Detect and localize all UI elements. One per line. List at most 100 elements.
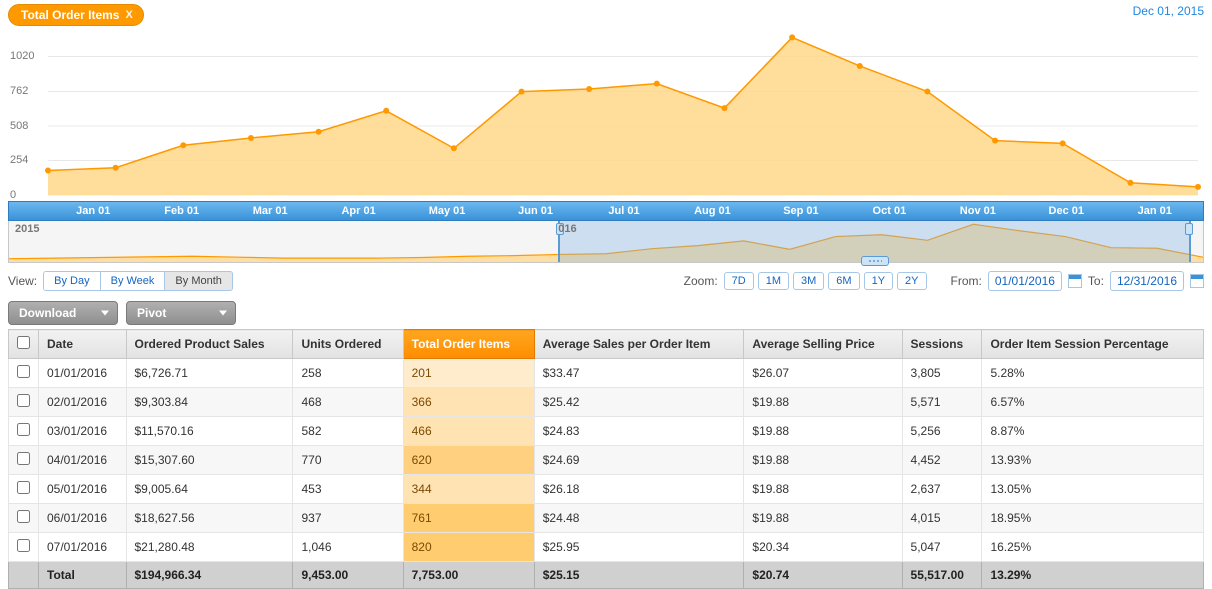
- calendar-icon[interactable]: [1068, 274, 1082, 288]
- x-axis-tick: Jul 01: [608, 202, 639, 220]
- column-header[interactable]: Order Item Session Percentage: [982, 330, 1204, 359]
- column-header[interactable]: Date: [39, 330, 127, 359]
- y-axis-tick: 1020: [10, 50, 34, 62]
- table-cell: 2,637: [902, 475, 982, 504]
- view-option-by-week[interactable]: By Week: [101, 272, 166, 290]
- zoom-buttons: 7D1M3M6M 1Y2Y: [724, 272, 927, 290]
- zoom-7d[interactable]: 7D: [724, 272, 754, 290]
- table-cell: 07/01/2016: [39, 533, 127, 562]
- row-checkbox[interactable]: [17, 452, 30, 465]
- from-date-input[interactable]: 01/01/2016: [988, 271, 1062, 291]
- zoom-label: Zoom:: [684, 274, 718, 288]
- drag-handle-icon[interactable]: [861, 256, 889, 266]
- overview-chart[interactable]: 2015 016: [8, 221, 1204, 263]
- calendar-icon[interactable]: [1190, 274, 1204, 288]
- table-cell: $26.07: [744, 359, 902, 388]
- row-checkbox[interactable]: [17, 539, 30, 552]
- table-cell: $15,307.60: [126, 446, 293, 475]
- view-option-by-month[interactable]: By Month: [165, 272, 231, 290]
- drag-handle-icon[interactable]: [1185, 223, 1193, 235]
- column-header[interactable]: Total Order Items: [403, 330, 534, 359]
- x-axis-tick: Aug 01: [694, 202, 731, 220]
- row-checkbox[interactable]: [17, 365, 30, 378]
- metric-tag[interactable]: Total Order Items X: [8, 4, 144, 26]
- table-cell: $9,005.64: [126, 475, 293, 504]
- y-axis-tick: 762: [10, 85, 28, 97]
- zoom-6m[interactable]: 6M: [828, 272, 859, 290]
- table-cell: 258: [293, 359, 403, 388]
- table-cell: 366: [403, 388, 534, 417]
- x-axis-tick: Nov 01: [960, 202, 996, 220]
- pivot-button[interactable]: Pivot: [126, 301, 236, 325]
- column-header[interactable]: Units Ordered: [293, 330, 403, 359]
- table-cell: [9, 359, 39, 388]
- table-cell: $25.42: [534, 388, 744, 417]
- table-cell: 8.87%: [982, 417, 1204, 446]
- table-row: 02/01/2016$9,303.84468366$25.42$19.885,5…: [9, 388, 1204, 417]
- table-cell: 13.05%: [982, 475, 1204, 504]
- table-cell: $24.69: [534, 446, 744, 475]
- total-cell: 9,453.00: [293, 562, 403, 589]
- table-cell: $24.48: [534, 504, 744, 533]
- row-checkbox[interactable]: [17, 394, 30, 407]
- table-cell: $19.88: [744, 504, 902, 533]
- table-cell: 02/01/2016: [39, 388, 127, 417]
- row-checkbox[interactable]: [17, 481, 30, 494]
- from-label: From:: [951, 274, 982, 288]
- y-axis-tick: 0: [10, 189, 16, 201]
- table-cell: 18.95%: [982, 504, 1204, 533]
- column-header: [9, 330, 39, 359]
- table-cell: $18,627.56: [126, 504, 293, 533]
- to-date-input[interactable]: 12/31/2016: [1110, 271, 1184, 291]
- y-axis-tick: 254: [10, 154, 28, 166]
- table-row: 06/01/2016$18,627.56937761$24.48$19.884,…: [9, 504, 1204, 533]
- table-cell: 770: [293, 446, 403, 475]
- column-header[interactable]: Sessions: [902, 330, 982, 359]
- main-chart[interactable]: 0 254 508 762 1020: [0, 26, 1212, 201]
- table-row: 03/01/2016$11,570.16582466$24.83$19.885,…: [9, 417, 1204, 446]
- table-row: 05/01/2016$9,005.64453344$26.18$19.882,6…: [9, 475, 1204, 504]
- column-header[interactable]: Average Selling Price: [744, 330, 902, 359]
- table-cell: 466: [403, 417, 534, 446]
- total-cell: 13.29%: [982, 562, 1204, 589]
- table-cell: [9, 388, 39, 417]
- select-all-checkbox[interactable]: [17, 336, 30, 349]
- row-checkbox[interactable]: [17, 423, 30, 436]
- table-cell: $9,303.84: [126, 388, 293, 417]
- overview-selection[interactable]: [558, 221, 1191, 262]
- from-date-value: 01/01/2016: [995, 274, 1055, 288]
- table-cell: $33.47: [534, 359, 744, 388]
- view-segmented-control: By DayBy WeekBy Month: [43, 271, 233, 291]
- x-axis-tick: May 01: [429, 202, 466, 220]
- to-date-value: 12/31/2016: [1117, 274, 1177, 288]
- overview-year-left: 2015: [15, 221, 41, 235]
- chart-x-axis: Jan 01Feb 01Mar 01Apr 01May 01Jun 01Jul …: [8, 201, 1204, 221]
- x-axis-tick: Dec 01: [1049, 202, 1084, 220]
- total-cell: 7,753.00: [403, 562, 534, 589]
- column-header[interactable]: Ordered Product Sales: [126, 330, 293, 359]
- total-cell: Total: [39, 562, 127, 589]
- table-cell: [9, 533, 39, 562]
- row-checkbox[interactable]: [17, 510, 30, 523]
- table-cell: 4,452: [902, 446, 982, 475]
- header-date: Dec 01, 2015: [1133, 4, 1204, 18]
- view-label: View:: [8, 274, 37, 288]
- column-header[interactable]: Average Sales per Order Item: [534, 330, 744, 359]
- zoom-3m[interactable]: 3M: [793, 272, 824, 290]
- table-cell: 6.57%: [982, 388, 1204, 417]
- y-axis-tick: 508: [10, 120, 28, 132]
- table-cell: $20.34: [744, 533, 902, 562]
- table-cell: 16.25%: [982, 533, 1204, 562]
- total-cell: $20.74: [744, 562, 902, 589]
- table-cell: $19.88: [744, 446, 902, 475]
- x-axis-tick: Oct 01: [873, 202, 907, 220]
- zoom-2y[interactable]: 2Y: [897, 272, 926, 290]
- zoom-1y[interactable]: 1Y: [864, 272, 893, 290]
- total-cell: $194,966.34: [126, 562, 293, 589]
- table-cell: 1,046: [293, 533, 403, 562]
- zoom-1m[interactable]: 1M: [758, 272, 789, 290]
- close-icon[interactable]: X: [125, 9, 132, 21]
- view-option-by-day[interactable]: By Day: [44, 272, 100, 290]
- download-button[interactable]: Download: [8, 301, 118, 325]
- table-cell: 5,571: [902, 388, 982, 417]
